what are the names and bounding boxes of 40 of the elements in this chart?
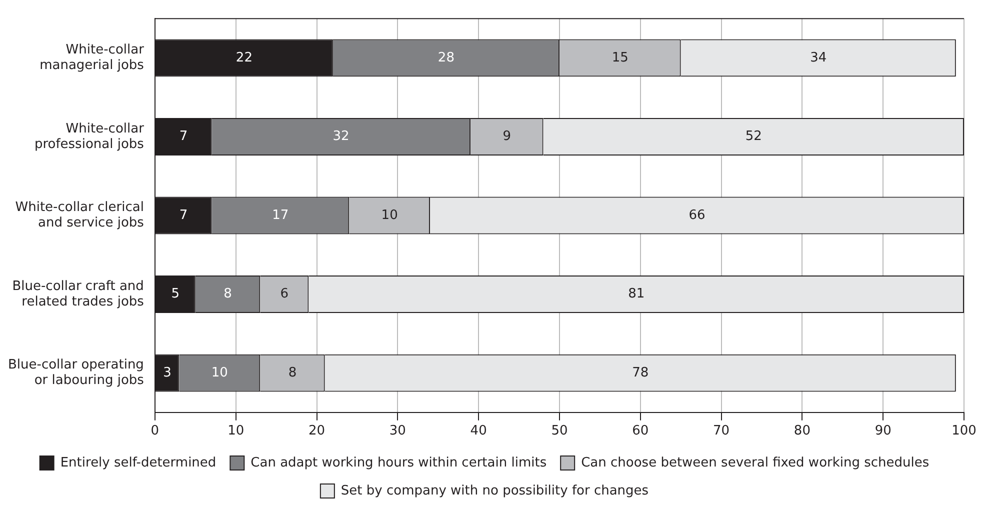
x-tick-label: 0 <box>150 424 160 439</box>
data-label: 32 <box>332 129 350 144</box>
data-label: 78 <box>632 365 649 380</box>
data-label: 7 <box>179 208 188 223</box>
x-tick-label: 40 <box>470 424 487 439</box>
x-tick-label: 60 <box>632 424 649 439</box>
y-tick-label: Blue-collar operating or labouring jobs <box>8 358 144 388</box>
x-tick-label: 30 <box>389 424 406 439</box>
y-tick-label: White-collar managerial jobs <box>40 42 145 74</box>
data-label: 10 <box>211 365 228 380</box>
legend-label: Can adapt working hours within certain limits <box>250 455 547 470</box>
data-label: 81 <box>628 286 645 302</box>
legend-label: Set by company with no possibility for changes <box>340 483 649 498</box>
data-label: 6 <box>280 286 289 302</box>
data-label: 10 <box>381 208 398 223</box>
x-tick-label: 20 <box>308 424 326 439</box>
data-label: 28 <box>438 50 454 66</box>
data-label: 9 <box>502 129 512 144</box>
x-tick-label: 90 <box>874 424 892 439</box>
data-label: 8 <box>288 365 297 380</box>
y-tick-label: White-collar clerical and service jobs <box>15 200 144 231</box>
x-tick-label: 10 <box>228 424 244 439</box>
x-tick-label: 80 <box>794 424 810 439</box>
data-label: 3 <box>163 365 172 380</box>
data-label: 7 <box>179 129 188 144</box>
x-tick-label: 70 <box>713 424 730 439</box>
y-tick-label: Blue-collar craft and related trades jobs <box>12 278 144 310</box>
x-tick-label: 50 <box>551 424 568 439</box>
legend-label: Can choose between several fixed working schedules <box>581 455 930 470</box>
x-tick-label: 100 <box>952 424 976 439</box>
data-label: 17 <box>272 208 289 223</box>
data-label: 22 <box>236 50 252 66</box>
data-label: 66 <box>688 208 706 223</box>
data-label: 34 <box>810 50 827 66</box>
data-label: 5 <box>171 286 180 302</box>
data-label: 8 <box>224 286 232 302</box>
y-tick-label: White-collar professional jobs <box>34 121 145 152</box>
data-label: 15 <box>612 50 628 66</box>
legend-label: Entirely self-determined <box>60 455 216 470</box>
data-label: 52 <box>745 129 762 144</box>
